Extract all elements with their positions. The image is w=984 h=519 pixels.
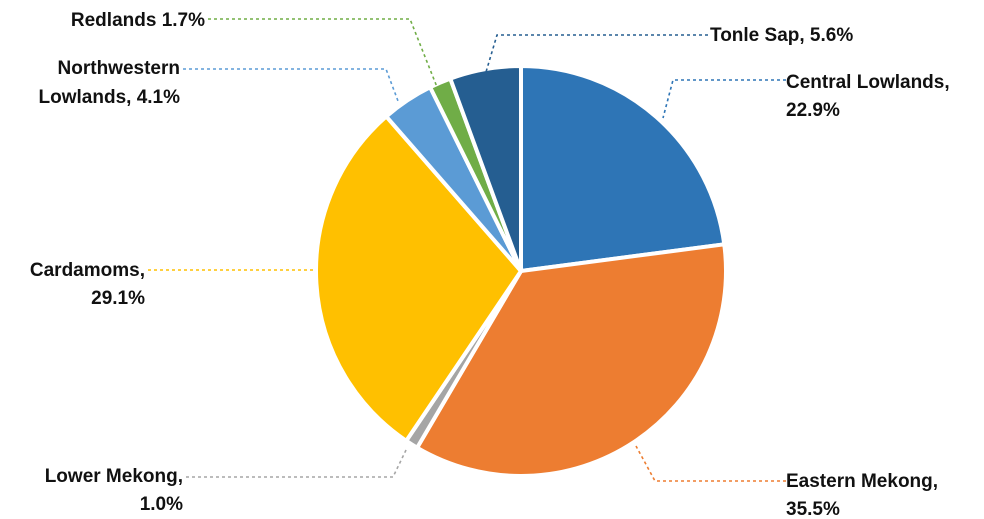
- data-label-northwestern-lowlands: Northwestern: [58, 58, 180, 79]
- pie-slice-central-lowlands: [519, 64, 727, 273]
- leader-line-central-lowlands: [662, 79, 786, 119]
- leader-line-eastern-mekong: [635, 445, 786, 482]
- leader-line-redlands: [208, 18, 438, 88]
- data-label-northwestern-lowlands-line2: Lowlands, 4.1%: [39, 87, 181, 108]
- pie-slice-eastern-mekong: [415, 242, 728, 478]
- data-label-lower-mekong: Lower Mekong,: [45, 466, 183, 487]
- leader-line-lower-mekong: [186, 447, 408, 478]
- data-label-central-lowlands-line2: 22.9%: [786, 100, 840, 121]
- leader-line-tonle-sap: [485, 34, 708, 73]
- data-label-tonle-sap: Tonle Sap, 5.6%: [710, 25, 853, 46]
- data-label-central-lowlands: Central Lowlands,: [786, 72, 950, 93]
- pie-slice-tonle-sap: [448, 64, 523, 273]
- data-label-lower-mekong-line2: 1.0%: [140, 494, 183, 515]
- data-label-redlands: Redlands 1.7%: [71, 10, 205, 31]
- data-label-eastern-mekong: Eastern Mekong,: [786, 471, 938, 492]
- data-label-eastern-mekong-line2: 35.5%: [786, 499, 840, 519]
- data-label-cardamoms: Cardamoms,: [30, 260, 145, 281]
- pie-slice-cardamoms: [314, 114, 523, 443]
- data-label-cardamoms-line2: 29.1%: [91, 288, 145, 309]
- leader-line-northwestern-lowlands: [183, 68, 399, 102]
